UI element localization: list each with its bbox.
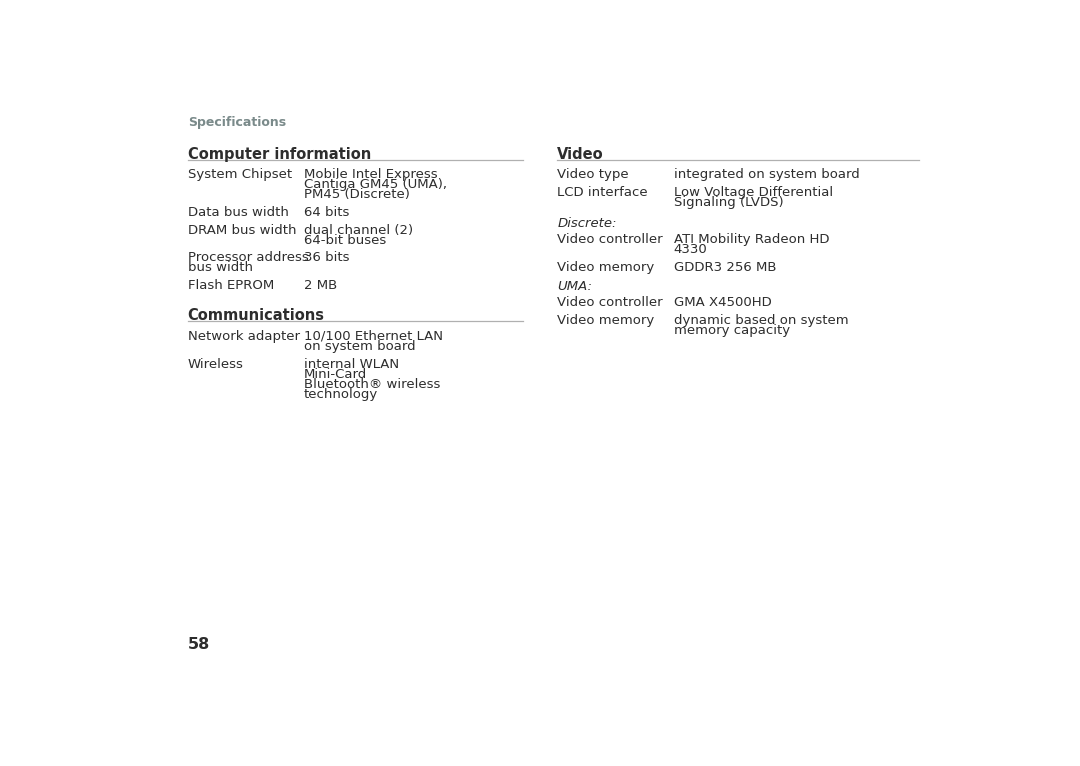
Text: 36 bits: 36 bits (303, 251, 350, 264)
Text: 64 bits: 64 bits (303, 206, 349, 219)
Text: Video controller: Video controller (557, 296, 663, 309)
Text: ATI Mobility Radeon HD: ATI Mobility Radeon HD (674, 233, 829, 246)
Text: Communications: Communications (188, 308, 325, 323)
Text: GMA X4500HD: GMA X4500HD (674, 296, 771, 309)
Text: Discrete:: Discrete: (557, 217, 617, 230)
Text: integrated on system board: integrated on system board (674, 169, 860, 181)
Text: 64-bit buses: 64-bit buses (303, 234, 387, 247)
Text: 2 MB: 2 MB (303, 279, 337, 292)
Text: Data bus width: Data bus width (188, 206, 288, 219)
Text: Flash EPROM: Flash EPROM (188, 279, 274, 292)
Text: Computer information: Computer information (188, 146, 370, 162)
Text: Wireless: Wireless (188, 358, 244, 371)
Text: Processor address: Processor address (188, 251, 309, 264)
Text: Mobile Intel Express: Mobile Intel Express (303, 169, 437, 181)
Text: on system board: on system board (303, 340, 416, 353)
Text: bus width: bus width (188, 261, 253, 274)
Text: Specifications: Specifications (188, 116, 286, 129)
Text: Video controller: Video controller (557, 233, 663, 246)
Text: Network adapter: Network adapter (188, 330, 300, 343)
Text: Low Voltage Differential: Low Voltage Differential (674, 186, 833, 199)
Text: DRAM bus width: DRAM bus width (188, 224, 296, 237)
Text: LCD interface: LCD interface (557, 186, 648, 199)
Text: memory capacity: memory capacity (674, 324, 789, 337)
Text: Cantiga GM45 (UMA),: Cantiga GM45 (UMA), (303, 178, 447, 192)
Text: technology: technology (303, 388, 378, 401)
Text: UMA:: UMA: (557, 280, 592, 293)
Text: Signaling (LVDS): Signaling (LVDS) (674, 196, 783, 209)
Text: GDDR3 256 MB: GDDR3 256 MB (674, 260, 777, 273)
Text: PM45 (Discrete): PM45 (Discrete) (303, 188, 409, 201)
Text: Video: Video (557, 146, 604, 162)
Text: Bluetooth® wireless: Bluetooth® wireless (303, 378, 441, 391)
Text: 10/100 Ethernet LAN: 10/100 Ethernet LAN (303, 330, 443, 343)
Text: 58: 58 (188, 637, 210, 653)
Text: Mini-Card: Mini-Card (303, 368, 367, 381)
Text: 4330: 4330 (674, 243, 707, 256)
Text: dual channel (2): dual channel (2) (303, 224, 413, 237)
Text: Video type: Video type (557, 169, 629, 181)
Text: dynamic based on system: dynamic based on system (674, 314, 848, 326)
Text: internal WLAN: internal WLAN (303, 358, 400, 371)
Text: Video memory: Video memory (557, 260, 654, 273)
Text: System Chipset: System Chipset (188, 169, 292, 181)
Text: Video memory: Video memory (557, 314, 654, 326)
